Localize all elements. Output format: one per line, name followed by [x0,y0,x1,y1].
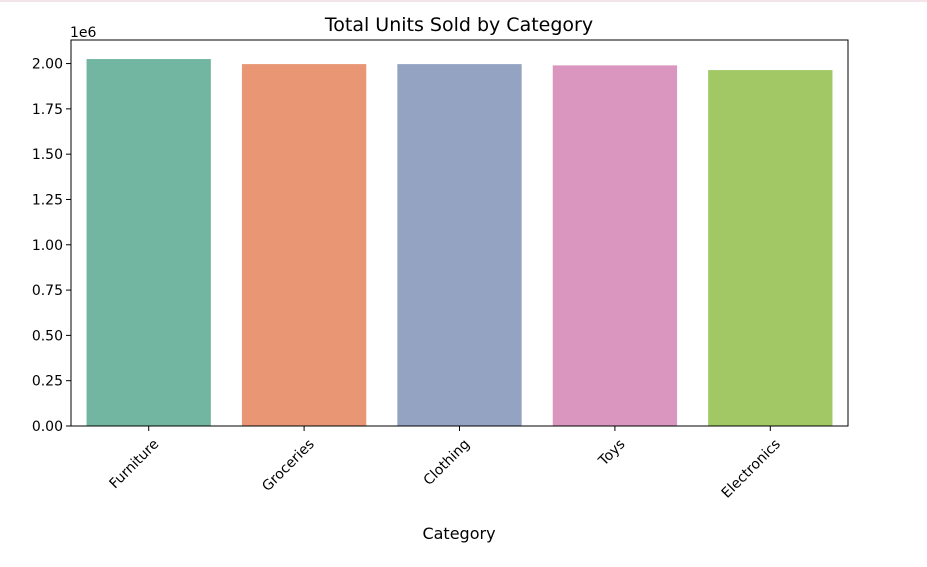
x-tick-label: Groceries [259,436,318,495]
x-tick-label: Electronics [719,436,784,501]
bar-electronics [708,70,833,426]
y-tick-label: 0.00 [32,419,63,435]
bar-furniture [86,59,211,426]
x-tick-label: Furniture [107,436,163,492]
bar-toys [552,65,678,426]
page-top-border [0,0,927,2]
y-tick-label: 0.25 [32,374,63,390]
y-tick-label: 1.50 [32,147,63,163]
x-axis-label: Category [422,524,495,543]
x-axis-ticks: Furniture Groceries Clothing Toys Electronic… [107,426,784,502]
y-axis-offset-label: 1e6 [70,25,97,41]
y-tick-label: 2.00 [32,57,63,73]
y-tick-label: 1.00 [32,238,63,254]
x-tick-label: Toys [595,436,628,469]
y-tick-label: 1.75 [32,102,63,118]
chart-title: Total Units Sold by Category [324,14,593,36]
y-tick-label: 0.75 [32,283,63,299]
y-tick-label: 1.25 [32,192,63,208]
y-axis-ticks: 0.00 0.25 0.50 0.75 1.00 1.25 1.50 1.75 2.00 [32,57,71,435]
plot-frame [70,39,849,427]
bars-group [86,59,833,426]
bar-groceries [241,64,367,426]
y-tick-label: 0.50 [32,328,63,344]
x-tick-label: Clothing [421,436,474,489]
bar-clothing [397,64,522,426]
